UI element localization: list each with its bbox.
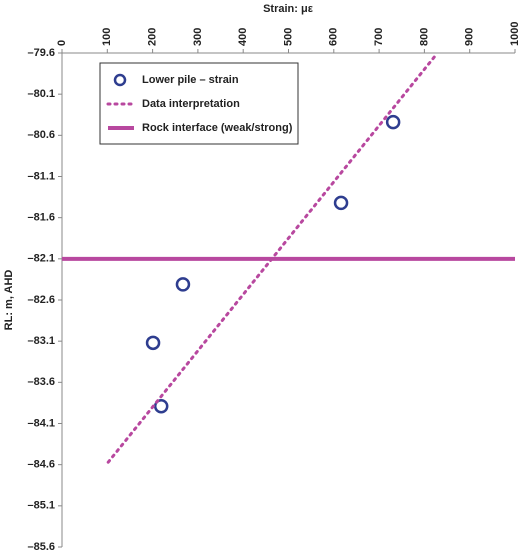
- data-point: [385, 114, 401, 130]
- y-tick-label: –85.6: [27, 541, 55, 553]
- y-axis-title: RL: m, AHD: [3, 270, 15, 331]
- y-tick-label: –84.1: [27, 417, 55, 429]
- y-tick-label: –84.6: [27, 459, 55, 471]
- y-tick-label: –82.1: [27, 253, 55, 265]
- x-tick-label: 800: [418, 28, 430, 46]
- legend-label: Data interpretation: [142, 98, 240, 110]
- x-tick-label: 900: [464, 28, 476, 46]
- x-axis-title: Strain: με: [263, 3, 314, 15]
- data-point: [153, 398, 169, 414]
- data-point: [333, 195, 349, 211]
- y-tick-label: –81.1: [27, 170, 55, 182]
- x-tick-label: 100: [101, 28, 113, 46]
- x-tick-label: 0: [56, 40, 68, 46]
- y-tick-label: –85.1: [27, 500, 55, 512]
- x-tick-label: 300: [192, 28, 204, 46]
- x-tick-label: 200: [147, 28, 159, 46]
- legend-box: [99, 62, 299, 145]
- legend-label: Lower pile – strain: [142, 74, 239, 86]
- legend: Lower pile – strain Data interpretation Ro…: [99, 62, 299, 145]
- x-tick-label: 400: [237, 28, 249, 46]
- y-tick-label: –83.6: [27, 376, 55, 388]
- data-point: [175, 277, 191, 292]
- y-tick-label: –82.6: [27, 294, 55, 306]
- legend-symbol: [113, 73, 127, 87]
- data-point: [145, 335, 161, 351]
- y-tick-label: –81.6: [27, 212, 55, 224]
- x-tick-label: 1000: [509, 22, 520, 46]
- x-tick-label: 700: [373, 28, 385, 46]
- y-tick-label: –79.6: [27, 47, 55, 59]
- legend-label: Rock interface (weak/strong): [142, 122, 293, 134]
- y-tick-label: –80.1: [27, 88, 55, 100]
- y-tick-label: –80.6: [27, 129, 55, 141]
- x-tick-label: 500: [282, 28, 294, 46]
- x-tick-label: 600: [328, 28, 340, 46]
- y-tick-label: –83.1: [27, 335, 55, 347]
